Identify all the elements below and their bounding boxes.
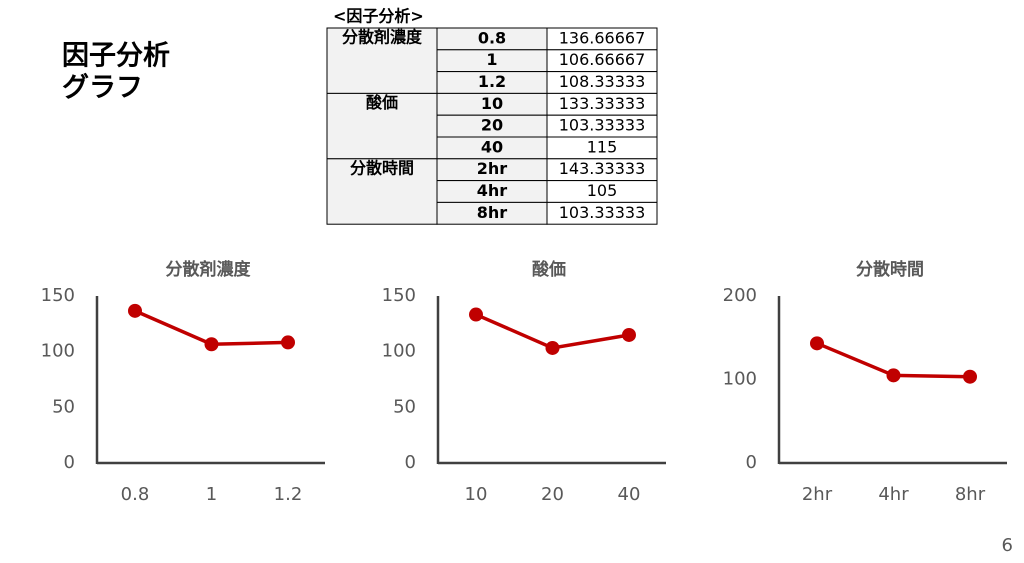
page-number: 6 (1002, 535, 1013, 556)
level-label: 1 (486, 50, 497, 69)
x-tick-label: 10 (465, 484, 488, 505)
value-label: 133.33333 (559, 94, 646, 113)
value-label: 136.66667 (559, 28, 646, 47)
level-label: 2hr (477, 159, 508, 178)
value-label: 108.33333 (559, 72, 646, 91)
y-tick-label: 100 (41, 341, 75, 362)
marker (281, 335, 295, 350)
y-tick-label: 50 (52, 396, 75, 417)
x-tick-label: 0.8 (121, 484, 150, 505)
x-tick-label: 1 (206, 484, 217, 505)
level-label: 10 (481, 94, 503, 113)
marker (204, 337, 219, 352)
chart-title: 分散時間 (856, 259, 924, 280)
y-tick-label: 0 (746, 452, 757, 473)
slide-title: グラフ (62, 72, 143, 104)
group-label: 分散剤濃度 (342, 28, 423, 47)
value-label: 103.33333 (559, 116, 646, 135)
value-label: 115 (587, 137, 618, 156)
y-tick-label: 50 (393, 396, 416, 417)
y-tick-label: 150 (41, 285, 75, 306)
marker (963, 369, 977, 384)
group-label: 分散時間 (350, 158, 414, 177)
marker (128, 303, 142, 318)
x-tick-label: 2hr (802, 484, 833, 505)
level-label: 8hr (477, 203, 508, 222)
y-tick-label: 100 (723, 369, 757, 390)
level-label: 0.8 (478, 28, 506, 47)
marker (886, 368, 901, 383)
value-label: 105 (587, 181, 618, 200)
marker (622, 327, 636, 342)
marker (469, 307, 483, 322)
level-label: 40 (481, 137, 503, 156)
y-tick-label: 150 (382, 285, 416, 306)
y-tick-label: 0 (64, 452, 75, 473)
group-label: 酸価 (366, 93, 398, 112)
slide-title: 因子分析 (62, 41, 170, 72)
x-tick-label: 40 (618, 484, 641, 505)
value-cell (546, 201, 658, 225)
x-tick-label: 20 (541, 484, 564, 505)
level-label: 1.2 (478, 72, 506, 91)
level-label: 20 (481, 116, 503, 135)
level-label: 4hr (477, 181, 508, 200)
x-tick-label: 4hr (878, 484, 909, 505)
group-cell (326, 158, 438, 225)
x-tick-label: 1.2 (274, 484, 303, 505)
y-tick-label: 0 (405, 452, 416, 473)
marker (545, 340, 560, 355)
value-label: 143.33333 (559, 159, 646, 178)
marker (810, 336, 824, 351)
group-cell (326, 92, 438, 160)
chart-title: 酸価 (532, 259, 566, 280)
group-cell (326, 27, 438, 94)
y-tick-label: 100 (382, 341, 416, 362)
x-tick-label: 8hr (955, 484, 986, 505)
value-label: 103.33333 (559, 203, 646, 222)
chart-title: 分散剤濃度 (166, 259, 252, 280)
y-tick-label: 200 (723, 285, 757, 306)
table-title: <因子分析> (333, 7, 424, 26)
value-label: 106.66667 (559, 50, 646, 69)
